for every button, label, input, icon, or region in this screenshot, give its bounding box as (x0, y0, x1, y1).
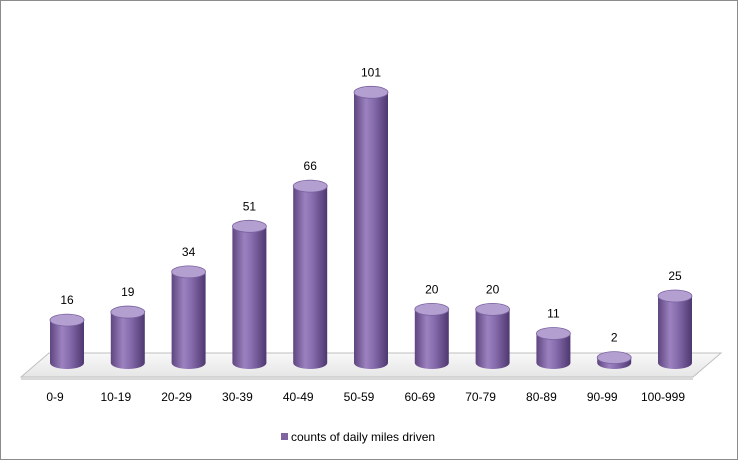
bar-top (231, 219, 267, 233)
data-label: 20 (486, 282, 500, 296)
x-tick-label: 30-39 (222, 390, 253, 404)
x-tick-label: 0-9 (46, 390, 64, 404)
data-label: 19 (121, 285, 135, 299)
bar-70-79 (475, 302, 511, 369)
bar-body (354, 92, 388, 369)
data-label: 2 (611, 331, 618, 345)
x-tick-labels-layer: 0-9 10-19 20-29 30-39 40-49 50-59 60-69 70-79 80… (46, 390, 685, 404)
bar-top (536, 327, 571, 340)
data-label: 34 (182, 245, 196, 259)
bars-layer (49, 85, 693, 369)
x-tick-label: 80-89 (526, 390, 557, 404)
bar-20-29 (171, 265, 207, 369)
x-tick-label: 100-999 (641, 390, 685, 404)
bar-top (657, 289, 693, 303)
bar-body (536, 333, 571, 369)
bar-body (232, 226, 267, 369)
bar-80-89 (536, 327, 571, 369)
bar-100-999 (657, 289, 693, 369)
legend: counts of daily miles driven (281, 430, 435, 444)
bar-40-49 (292, 179, 328, 369)
data-label: 16 (60, 293, 74, 307)
bar-body (110, 312, 145, 369)
bar-body (50, 320, 84, 369)
bar-10-19 (110, 305, 146, 369)
legend-swatch (281, 433, 288, 440)
x-tick-label: 10-19 (100, 390, 131, 404)
bar-top (292, 179, 328, 193)
x-tick-label: 50-59 (344, 390, 375, 404)
data-label: 25 (668, 269, 682, 283)
bar-top (49, 313, 85, 327)
x-tick-label: 60-69 (404, 390, 435, 404)
data-label: 66 (304, 159, 318, 173)
bar-0-9 (49, 313, 85, 369)
bar-top (414, 302, 450, 316)
floor-edge (21, 377, 693, 380)
bar-body (171, 271, 206, 369)
bar-top (353, 85, 389, 99)
bar-top (475, 302, 511, 316)
data-label: 20 (425, 282, 439, 296)
bar-50-59 (353, 85, 389, 369)
data-label: 11 (547, 307, 560, 321)
x-tick-label: 70-79 (465, 390, 496, 404)
data-label: 51 (243, 199, 257, 213)
data-label: 101 (361, 65, 381, 79)
x-tick-label: 90-99 (587, 390, 618, 404)
bar-body (658, 296, 692, 369)
x-tick-label: 20-29 (161, 390, 192, 404)
bar-60-69 (414, 302, 450, 369)
legend-label: counts of daily miles driven (291, 430, 435, 444)
bar-body (414, 309, 449, 369)
bar-body (293, 186, 328, 369)
bar-top (171, 265, 207, 279)
x-tick-label: 40-49 (283, 390, 314, 404)
bar-body (475, 309, 510, 369)
bar-30-39 (231, 219, 267, 369)
bar-top (596, 351, 632, 365)
bar-top (110, 305, 146, 319)
bar-90-99 (596, 351, 632, 369)
data-labels-layer: 16 19 34 51 66 101 20 20 11 2 25 (60, 65, 682, 344)
